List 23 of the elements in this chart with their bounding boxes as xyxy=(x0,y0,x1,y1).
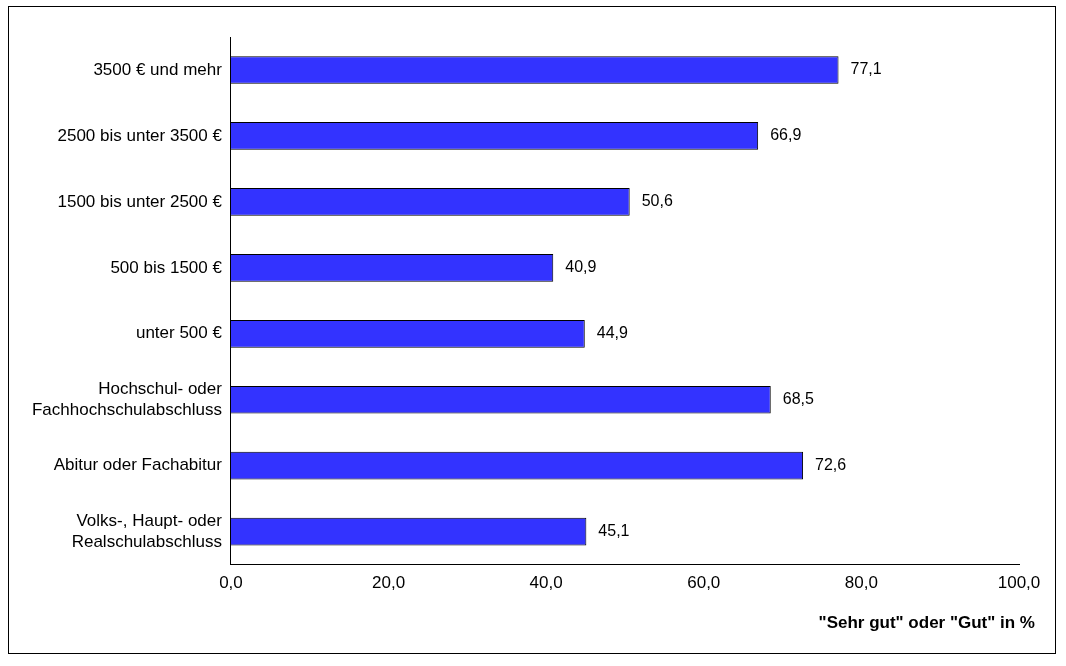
y-tick-label: Abitur oder Fachabitur xyxy=(53,455,223,475)
y-tick-label: unter 500 € xyxy=(135,323,223,343)
x-axis-title: "Sehr gut" oder "Gut" in % xyxy=(818,613,1035,633)
x-tick-label: 20,0 xyxy=(372,573,406,593)
data-label: 50,6 xyxy=(641,192,673,210)
data-label: 40,9 xyxy=(565,258,597,276)
y-tick-label: Hochschul- oder Fachhochschulabschluss xyxy=(31,379,223,419)
data-label: 45,1 xyxy=(598,522,630,540)
x-tick-label: 40,0 xyxy=(529,573,563,593)
x-tick-label: 60,0 xyxy=(687,573,721,593)
x-tick-label: 80,0 xyxy=(844,573,878,593)
y-tick-label: 1500 bis unter 2500 € xyxy=(57,191,223,211)
data-label: 77,1 xyxy=(850,60,882,78)
data-label: 66,9 xyxy=(770,126,802,144)
y-tick-label: 2500 bis unter 3500 € xyxy=(57,125,223,145)
data-label: 44,9 xyxy=(596,324,629,342)
x-tick-label: 0,0 xyxy=(219,573,243,593)
y-tick-label: 3500 € und mehr xyxy=(93,59,223,79)
data-label: 72,6 xyxy=(815,456,847,474)
y-tick-label: 500 bis 1500 € xyxy=(110,257,223,277)
y-tick-label: Volks-, Haupt- oder Realschulabschluss xyxy=(71,511,223,551)
x-tick-label: 100,0 xyxy=(997,573,1041,593)
data-label: 68,5 xyxy=(782,390,814,408)
